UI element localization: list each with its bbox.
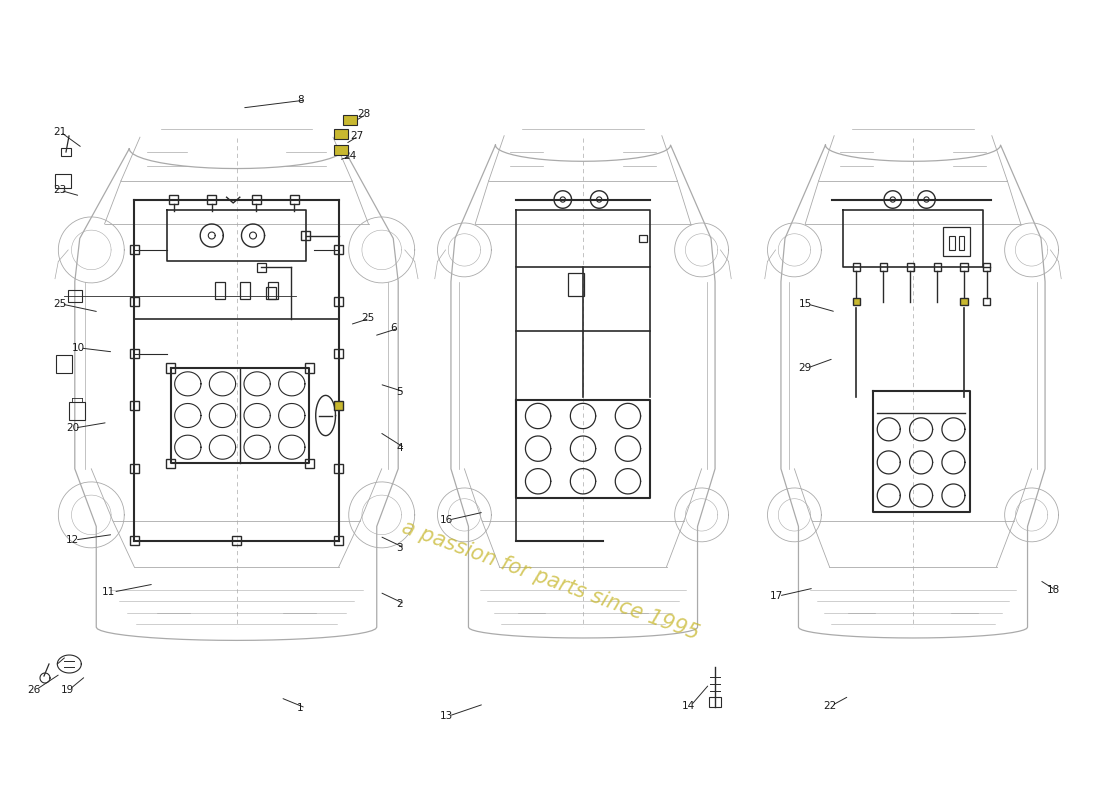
Bar [983, 298, 990, 306]
Bar [130, 349, 139, 358]
Bar [232, 536, 241, 546]
Text: 8: 8 [297, 95, 304, 105]
Text: 3: 3 [396, 543, 403, 553]
Bar [880, 263, 887, 271]
Bar [934, 263, 940, 271]
Bar [252, 195, 261, 204]
Bar [334, 349, 343, 358]
Bar [56, 355, 72, 373]
Bar [960, 298, 968, 306]
Bar [166, 363, 175, 373]
Bar [639, 234, 647, 242]
Text: 16: 16 [440, 515, 453, 525]
Bar [55, 174, 70, 188]
Text: a passion for parts since 1995: a passion for parts since 1995 [398, 517, 702, 643]
Text: 20: 20 [66, 423, 79, 433]
Bar [301, 231, 310, 240]
Bar [266, 287, 276, 299]
Bar [240, 282, 250, 299]
Bar [268, 282, 277, 299]
Text: 11: 11 [102, 587, 116, 597]
Bar [334, 146, 348, 155]
Bar [130, 536, 139, 546]
Bar [943, 227, 969, 256]
Bar [959, 235, 965, 250]
Text: 27: 27 [350, 131, 363, 141]
Text: 12: 12 [66, 535, 79, 545]
Text: 26: 26 [28, 685, 41, 694]
Text: 5: 5 [396, 387, 403, 397]
Bar [60, 148, 72, 156]
Text: 25: 25 [361, 314, 374, 323]
Bar [169, 195, 178, 204]
Bar [305, 363, 314, 373]
Bar [166, 458, 175, 467]
Text: 23: 23 [53, 186, 66, 195]
Bar [334, 246, 343, 254]
Text: 24: 24 [343, 151, 356, 161]
Text: 4: 4 [396, 443, 403, 453]
Bar [334, 536, 343, 546]
Bar [334, 401, 343, 410]
Text: 1: 1 [297, 703, 304, 713]
Bar [130, 298, 139, 306]
Bar [983, 263, 990, 271]
Text: 28: 28 [358, 110, 371, 119]
Bar [343, 115, 356, 125]
Bar [256, 262, 266, 272]
Text: 15: 15 [799, 299, 812, 309]
Bar [68, 290, 82, 302]
Bar [216, 282, 225, 299]
Bar [130, 464, 139, 474]
Text: 6: 6 [390, 323, 397, 333]
Bar [289, 195, 299, 204]
Bar [852, 263, 860, 271]
Text: 25: 25 [53, 299, 66, 309]
Bar [334, 464, 343, 474]
Bar [710, 697, 720, 707]
Bar [569, 273, 584, 296]
Text: 10: 10 [72, 343, 85, 353]
Bar [69, 402, 85, 420]
Text: 14: 14 [682, 701, 695, 710]
Text: 18: 18 [1047, 586, 1060, 595]
Bar [207, 195, 217, 204]
Bar [852, 298, 860, 306]
Bar [305, 458, 314, 467]
Bar [949, 235, 955, 250]
Bar [906, 263, 914, 271]
Bar [334, 298, 343, 306]
Bar [130, 246, 139, 254]
Text: 19: 19 [60, 685, 74, 694]
Text: 22: 22 [823, 701, 836, 710]
Bar [334, 129, 348, 138]
Bar [960, 263, 968, 271]
Bar [130, 401, 139, 410]
Text: 2: 2 [396, 599, 403, 609]
Text: 21: 21 [53, 127, 66, 137]
Text: 17: 17 [770, 591, 783, 601]
Text: 13: 13 [440, 711, 453, 721]
Text: 29: 29 [799, 363, 812, 373]
